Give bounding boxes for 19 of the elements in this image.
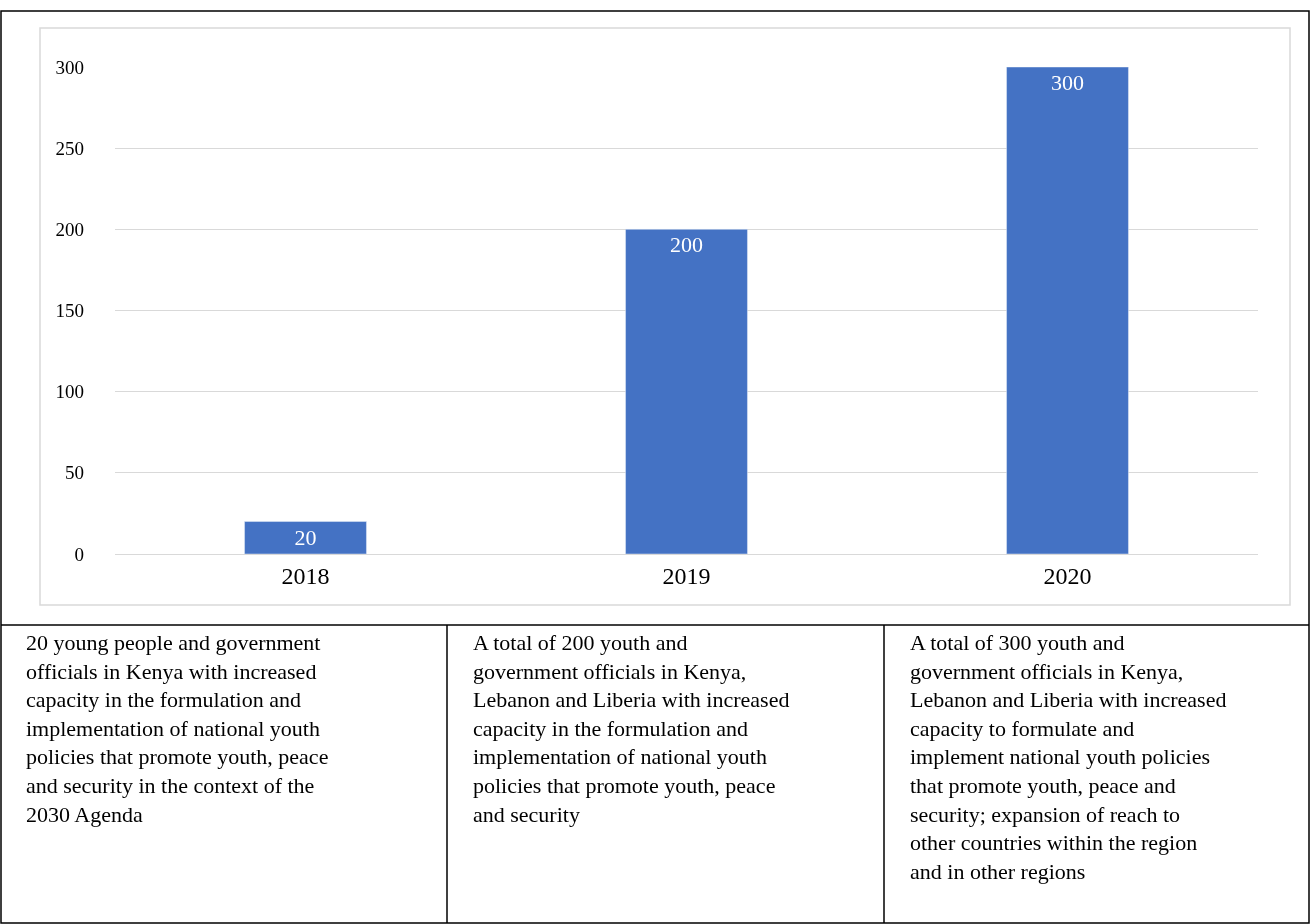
data-label: 20 (294, 524, 317, 550)
y-tick-label: 250 (55, 137, 84, 159)
x-tick-label: 2019 (662, 562, 711, 589)
bar (244, 521, 367, 554)
data-label: 200 (670, 232, 703, 258)
text: A total of 300 youth and government officials in Kenya, Lebanon and Liberia with increased capacity to formulate and implement national youth policies that promote youth, peace and security; expansion of reach to other countries within the region and in other regions (910, 630, 1227, 884)
x-tick-label: 2020 (1043, 562, 1092, 589)
y-tick-label: 50 (65, 462, 84, 484)
bar (1006, 67, 1129, 554)
y-tick-label: 100 (55, 381, 84, 403)
y-tick-label: 0 (74, 543, 84, 565)
text: 20 young people and government officials in Kenya with increased capacity in the formulation and implementation of national youth policies that promote youth, peace and security in the context of the 2030 Agenda (26, 630, 329, 827)
x-tick-label: 2018 (281, 562, 330, 589)
y-tick-label: 300 (55, 56, 84, 78)
y-tick-label: 200 (55, 218, 84, 240)
bar (625, 229, 748, 554)
text: A total of 200 youth and government officials in Kenya, Lebanon and Liberia with increased capacity in the formulation and implementation of national youth policies that promote youth, peace and security (473, 630, 790, 827)
y-tick-label: 150 (55, 300, 84, 322)
data-label: 300 (1051, 70, 1084, 95)
